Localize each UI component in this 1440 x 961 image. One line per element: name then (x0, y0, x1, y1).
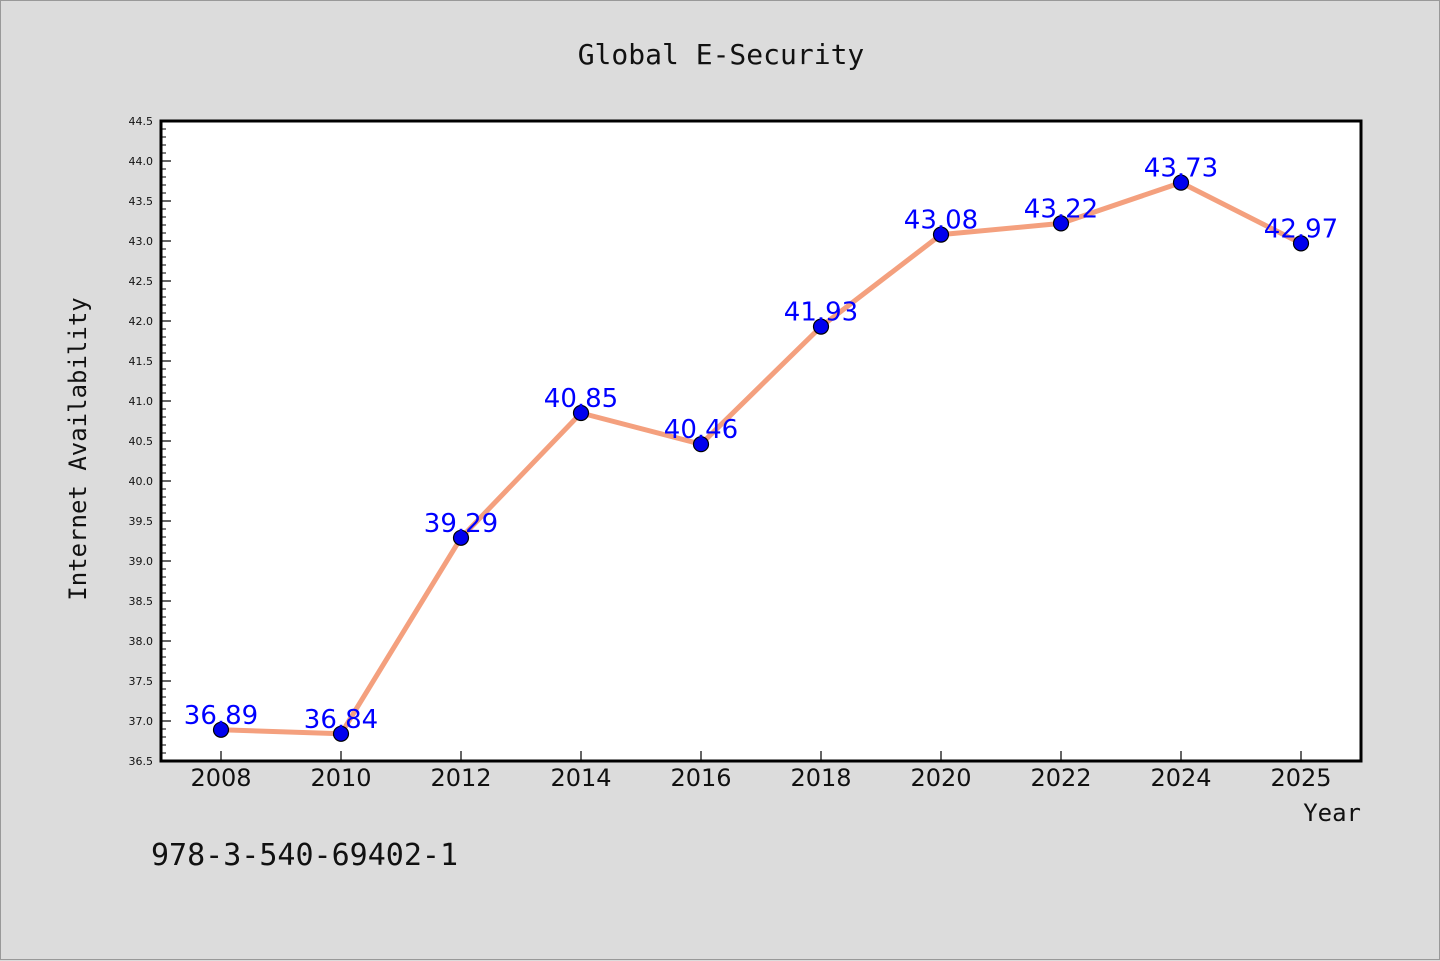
plot-area (159, 119, 1363, 763)
x-tick-label: 2025 (1270, 764, 1331, 792)
data-point (572, 404, 590, 422)
y-tick-label: 39.5 (129, 515, 154, 528)
y-tick-label: 44.5 (129, 115, 154, 128)
x-tick-label: 2022 (1030, 764, 1091, 792)
y-tick-label: 38.0 (129, 635, 154, 648)
y-tick-label: 41.0 (129, 395, 154, 408)
y-axis: 36.5 37.0 37.5 38.0 38.5 39.0 39.5 40.0 40.5 41.0… (129, 115, 171, 768)
x-tick-label: 2008 (190, 764, 251, 792)
x-axis: 2008 2010 2012 2014 2016 2018 2020 2022 2024 2025 (190, 751, 1332, 792)
data-point (452, 529, 470, 546)
series-layer: 36.89 36.84 39.29 40.85 40.46 41.93 43.08 43.22… (184, 154, 1338, 742)
y-tick-label: 44.0 (129, 155, 154, 168)
data-point (692, 436, 710, 453)
series-line (220, 180, 1303, 737)
x-tick-label: 2014 (550, 764, 611, 792)
x-tick-label: 2018 (790, 764, 851, 792)
data-point (812, 318, 830, 335)
y-axis-label: Internet Availability (64, 297, 92, 600)
data-point (1052, 215, 1070, 232)
data-point (1172, 174, 1190, 191)
y-tick-label: 37.0 (129, 715, 154, 728)
x-tick-label: 2016 (670, 764, 731, 792)
data-label: 42.97 (1264, 214, 1338, 244)
x-axis-label: Year (1303, 799, 1361, 827)
y-tick-label: 40.5 (129, 435, 154, 448)
data-label: 36.89 (184, 701, 258, 731)
y-tick-label: 41.5 (129, 355, 154, 368)
data-label: 41.93 (784, 298, 858, 328)
y-tick-label: 40.0 (129, 475, 154, 488)
y-tick-label: 43.5 (129, 195, 154, 208)
y-tick-label: 42.5 (129, 275, 154, 288)
data-label: 36.84 (304, 705, 378, 735)
data-label: 40.46 (664, 415, 738, 445)
data-label: 43.22 (1024, 194, 1098, 224)
x-tick-label: 2012 (430, 764, 491, 792)
x-tick-label: 2010 (310, 764, 371, 792)
x-tick-label: 2020 (910, 764, 971, 792)
y-tick-label: 36.5 (129, 755, 154, 768)
data-label: 43.73 (1144, 154, 1218, 184)
data-point (332, 725, 350, 742)
data-point (932, 226, 950, 243)
y-tick-label: 38.5 (129, 595, 154, 608)
y-tick-label: 39.0 (129, 555, 154, 568)
data-label: 39.29 (424, 509, 498, 539)
footer-code: 978-3-540-69402-1 (151, 838, 458, 873)
data-label: 43.08 (904, 206, 978, 236)
data-label: 40.85 (544, 384, 618, 414)
y-tick-label: 37.5 (129, 675, 154, 688)
chart-title: Global E-Security (578, 38, 865, 71)
data-point (1292, 235, 1310, 252)
data-point (212, 721, 230, 738)
y-tick-label: 43.0 (129, 235, 154, 248)
x-tick-label: 2024 (1150, 764, 1211, 792)
y-tick-label: 42.0 (129, 315, 154, 328)
